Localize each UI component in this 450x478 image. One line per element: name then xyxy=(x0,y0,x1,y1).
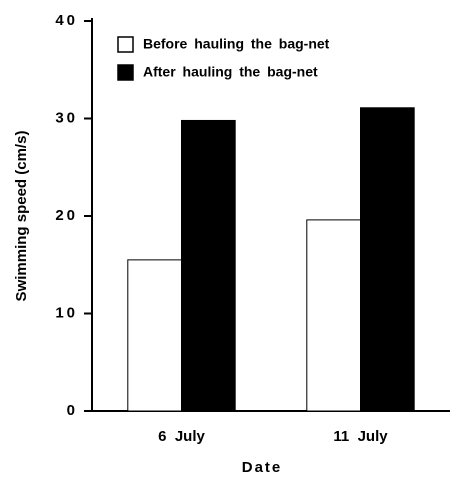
legend-label: Before hauling the bag-net xyxy=(143,36,330,52)
bar xyxy=(127,259,183,412)
legend-swatch xyxy=(117,64,134,81)
y-tick-label: 30 xyxy=(55,109,78,126)
bar xyxy=(360,107,415,412)
x-tick-label: 11 July xyxy=(333,428,388,445)
y-tick-label: 20 xyxy=(55,207,78,224)
x-axis-label: Date xyxy=(242,459,283,476)
bar xyxy=(181,119,236,412)
legend-swatch xyxy=(117,36,134,53)
y-tick-label: 40 xyxy=(55,12,78,29)
bar xyxy=(306,219,361,412)
legend-label: After hauling the bag-net xyxy=(143,64,318,80)
y-axis-label: Swimming speed (cm/s) xyxy=(13,131,30,302)
y-tick-label: 10 xyxy=(55,304,78,321)
y-tick-label: 0 xyxy=(67,402,78,419)
x-tick-label: 6 July xyxy=(158,428,205,445)
